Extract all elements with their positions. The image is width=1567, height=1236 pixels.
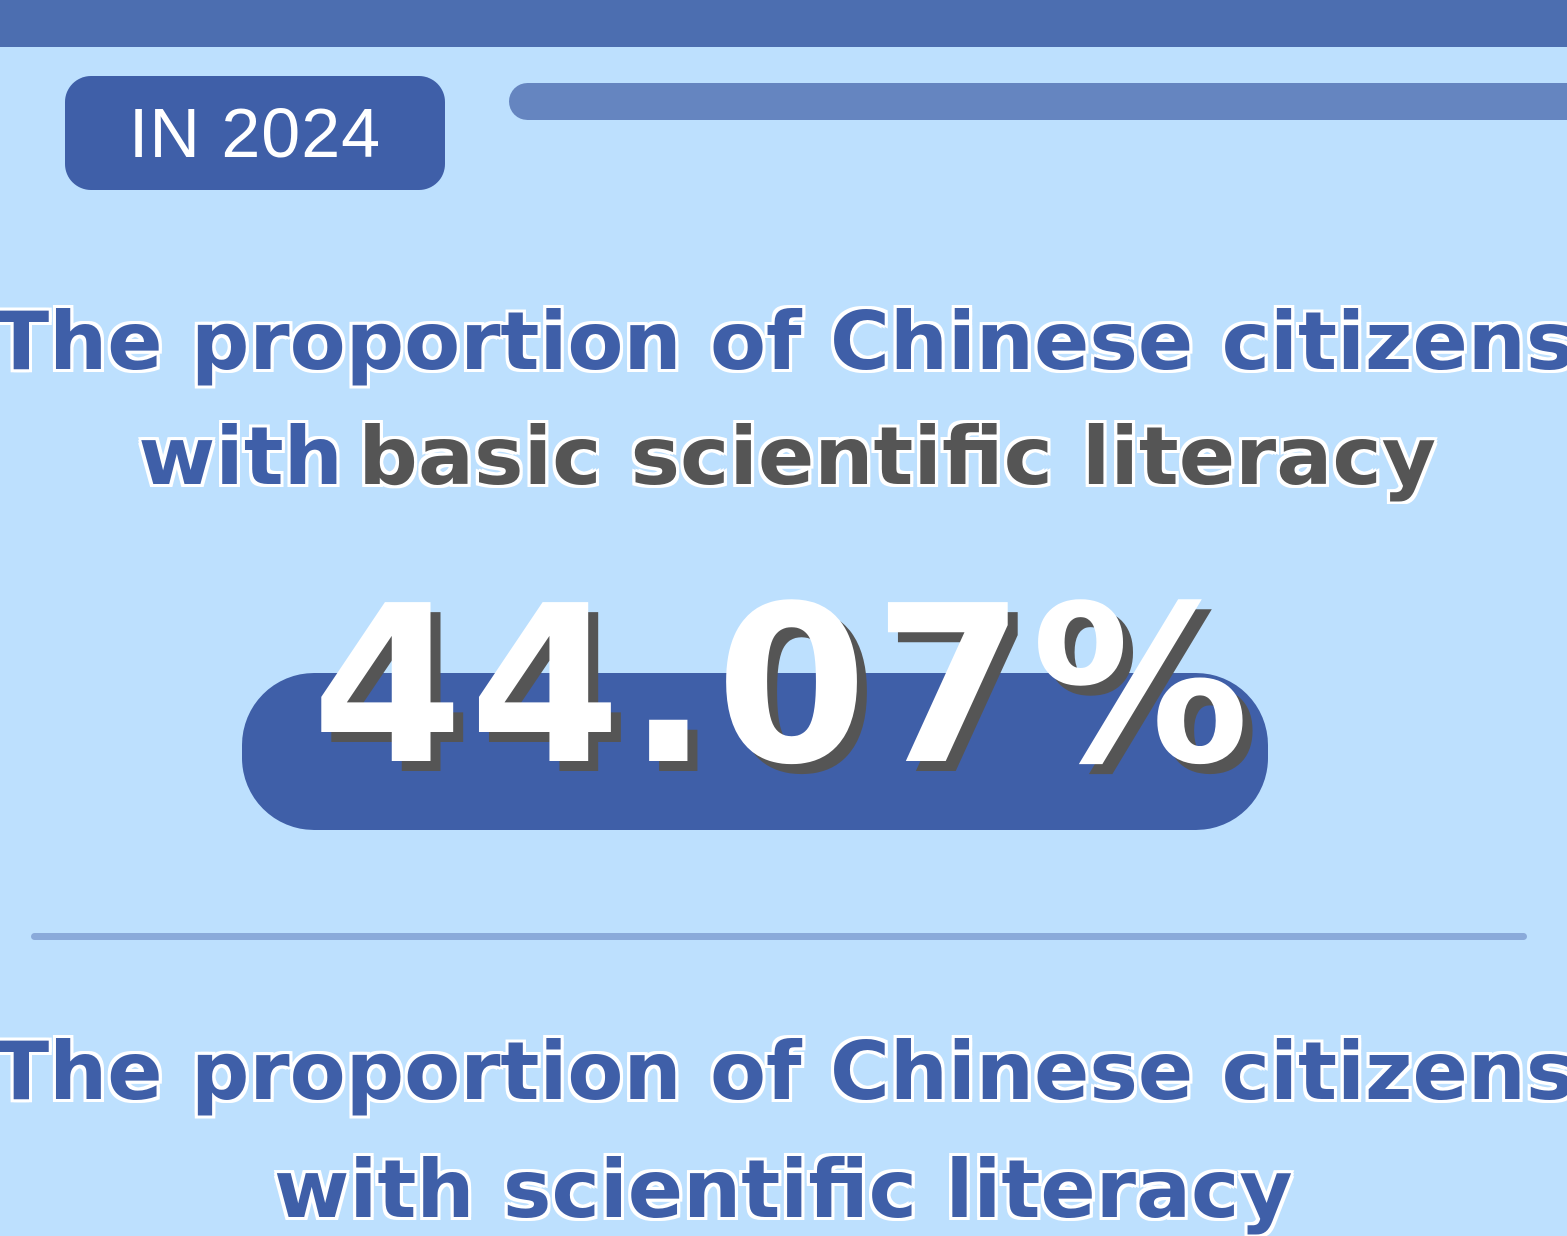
literacy-percentage: 44.07% [311, 560, 1256, 813]
year-label: IN 2024 [128, 94, 382, 172]
title-text: The proportion of Chinese citizens [0, 1025, 1567, 1118]
section-divider [31, 933, 1527, 940]
section1-title-line1: The proportion of Chinese citizens [0, 295, 1567, 388]
top-bar [0, 0, 1567, 47]
title-text: with scientific literacy [274, 1143, 1293, 1236]
title-prefix: with [138, 410, 344, 503]
section2-title-line2: with scientific literacy [0, 1143, 1567, 1236]
title-text: The proportion of Chinese citizens [0, 295, 1567, 388]
section2-title-line1: The proportion of Chinese citizens [0, 1025, 1567, 1118]
year-badge: IN 2024 [65, 76, 445, 190]
decorative-line [509, 83, 1567, 120]
section1-title-line2: with basic scientific literacy [0, 410, 1567, 503]
value-pill [242, 673, 1268, 830]
title-highlight: basic scientific literacy [359, 410, 1437, 503]
